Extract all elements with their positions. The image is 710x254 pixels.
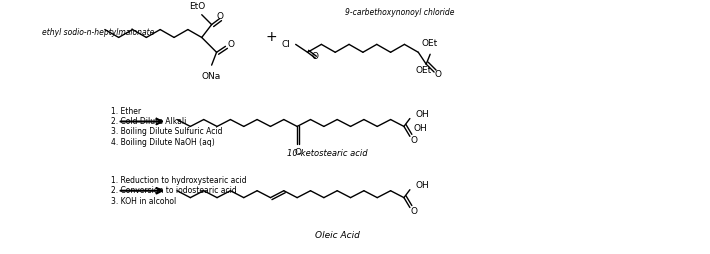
- Text: 1. Reduction to hydroxystearic acid
2. Conversion to iodostearic acid
3. KOH in : 1. Reduction to hydroxystearic acid 2. C…: [111, 176, 246, 206]
- Text: 10-ketostearic acid: 10-ketostearic acid: [287, 149, 367, 158]
- Text: 1. Ether
2. Cold Dilute Alkali
3. Boiling Dilute Sulfuric Acid
4. Boiling Dilute: 1. Ether 2. Cold Dilute Alkali 3. Boilin…: [111, 107, 222, 147]
- Text: +: +: [265, 30, 277, 44]
- Text: OEt: OEt: [421, 39, 437, 48]
- Text: OEt: OEt: [415, 66, 432, 75]
- Text: Cl: Cl: [282, 40, 290, 49]
- Text: O: O: [312, 52, 319, 61]
- Text: O: O: [410, 136, 417, 145]
- Text: O: O: [216, 12, 223, 21]
- Text: O: O: [228, 40, 235, 49]
- Text: O: O: [435, 70, 442, 78]
- Text: ethyl sodio-n-heptylmalonate: ethyl sodio-n-heptylmalonate: [42, 28, 154, 37]
- Text: 9-carbethoxynonoyl chloride: 9-carbethoxynonoyl chloride: [345, 8, 454, 17]
- Text: O: O: [410, 207, 417, 216]
- Text: OH: OH: [414, 124, 427, 133]
- Text: OH: OH: [416, 181, 430, 190]
- Text: ONa: ONa: [202, 72, 222, 81]
- Text: OH: OH: [416, 110, 430, 119]
- Text: O: O: [295, 148, 302, 157]
- Text: Oleic Acid: Oleic Acid: [315, 231, 360, 240]
- Text: EtO: EtO: [189, 2, 205, 11]
